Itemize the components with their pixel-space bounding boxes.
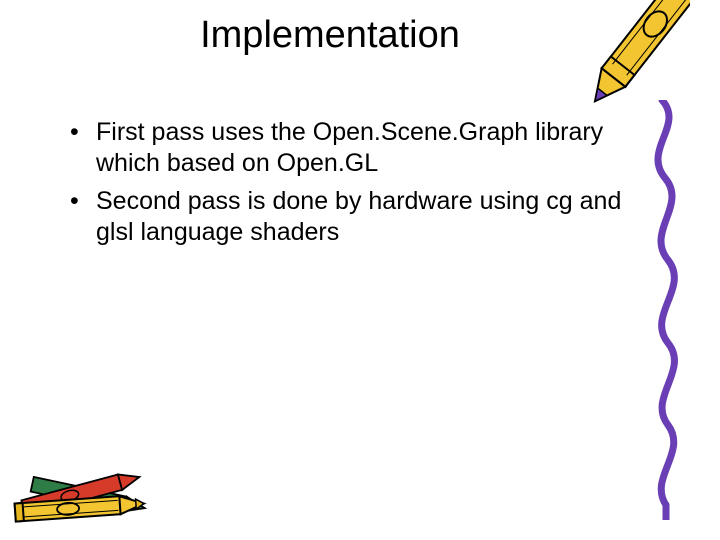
bullet-item: First pass uses the Open.Scene.Graph lib… (70, 117, 630, 180)
bullet-list: First pass uses the Open.Scene.Graph lib… (70, 117, 630, 248)
slide-title: Implementation (70, 14, 630, 57)
crayon-decor-bottom (10, 435, 155, 530)
squiggle-decor (640, 100, 690, 520)
bullet-item: Second pass is done by hardware using cg… (70, 186, 630, 249)
slide: Implementation First pass uses the Open.… (0, 0, 720, 540)
